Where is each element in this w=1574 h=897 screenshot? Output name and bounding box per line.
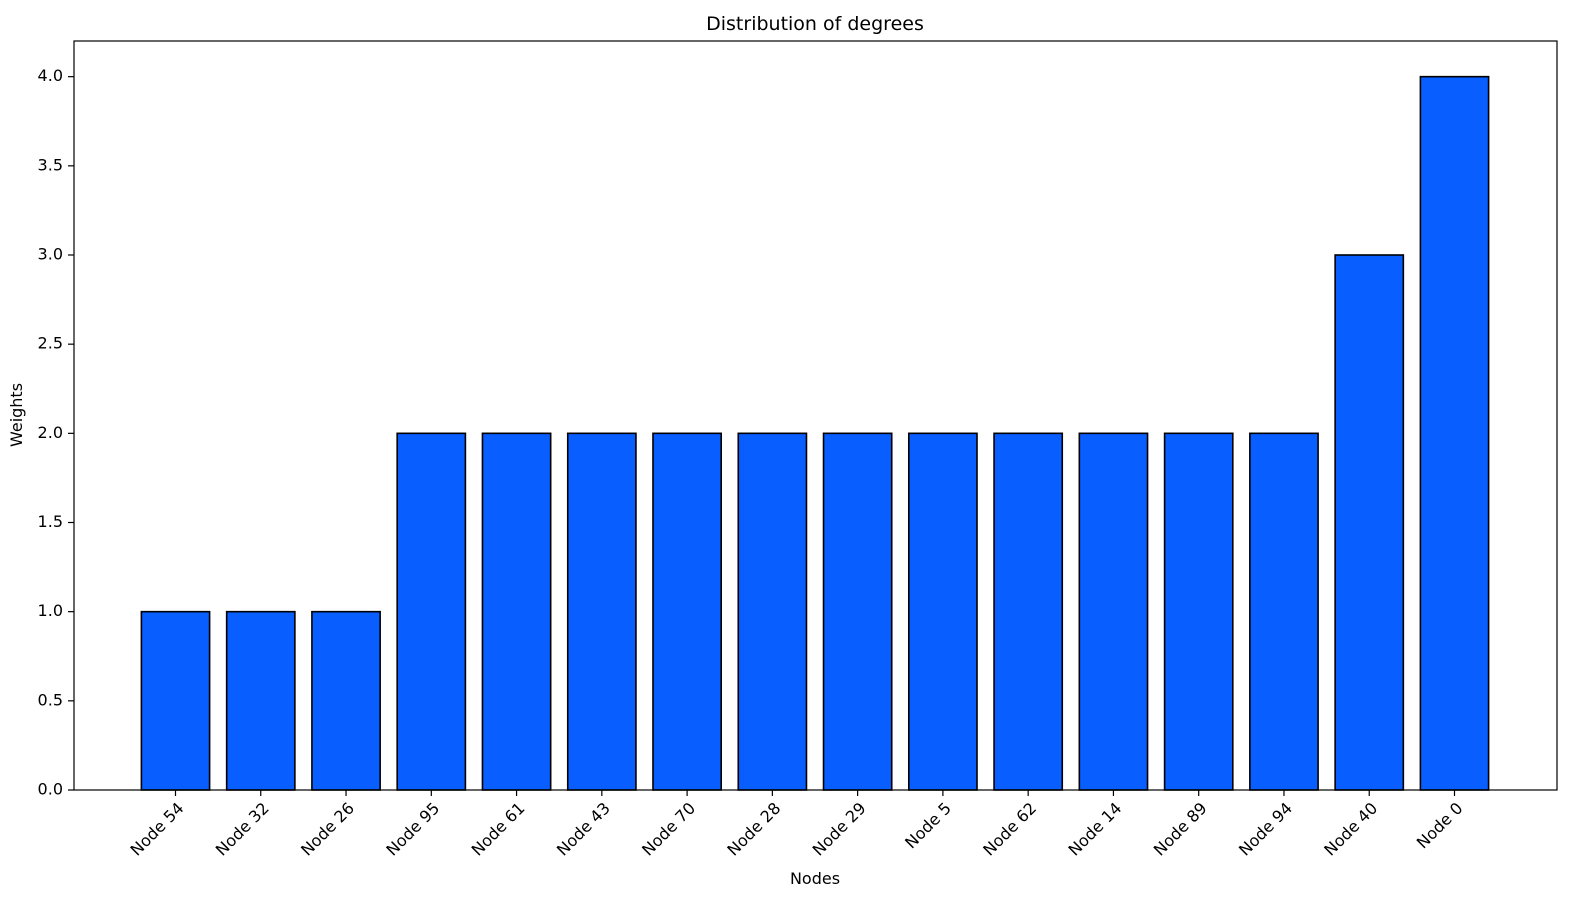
x-tick-label: Node 89 (1150, 799, 1211, 860)
bar-node-70 (652, 432, 722, 791)
y-tick-label: 2.0 (38, 423, 63, 442)
x-tick-label: Node 29 (809, 799, 870, 860)
y-tick-label: 1.0 (38, 601, 63, 620)
x-tick-label: Node 5 (901, 799, 955, 853)
x-tick-label: Node 14 (1064, 799, 1125, 860)
x-tick-label: Node 62 (979, 799, 1040, 860)
x-axis: Node 54 Node 32 Node 26 Node 95 Node 61 Node … (127, 790, 1467, 860)
bar-node-29 (822, 432, 893, 791)
y-tick-label: 3.0 (38, 245, 63, 264)
x-tick-label: Node 0 (1413, 799, 1467, 853)
plot-area-frame (73, 40, 1558, 791)
bar-node-5 (907, 432, 978, 791)
y-tick-label: 2.5 (38, 334, 63, 353)
bar-node-62 (993, 432, 1064, 791)
x-tick-label: Node 70 (638, 799, 699, 860)
bar-node-0 (1419, 75, 1490, 791)
y-tick-label: 3.5 (38, 155, 63, 174)
x-tick-label: Node 43 (553, 799, 614, 860)
bar-node-89 (1163, 432, 1234, 791)
y-tick-label: 0.5 (38, 690, 63, 709)
bar-node-61 (481, 432, 552, 791)
y-axis-label: Weights (7, 383, 26, 447)
y-axis: 0.0 0.5 1.0 1.5 2.0 2.5 3.0 3.5 4.0 (38, 66, 74, 799)
x-tick-label: Node 94 (1235, 799, 1296, 860)
bar-node-40 (1334, 254, 1405, 791)
x-tick-label: Node 61 (468, 799, 529, 860)
chart-title: Distribution of degrees (706, 13, 924, 35)
x-tick-label: Node 26 (297, 799, 358, 860)
bar-node-14 (1078, 432, 1149, 791)
bar-node-43 (566, 432, 637, 791)
y-tick-label: 1.5 (38, 512, 63, 531)
x-tick-label: Node 32 (212, 799, 273, 860)
bar-node-28 (737, 432, 808, 791)
bar-node-32 (225, 610, 296, 791)
bar-node-54 (140, 610, 211, 791)
bar-node-26 (311, 610, 381, 791)
x-axis-label: Nodes (790, 869, 840, 888)
bar-node-94 (1249, 432, 1319, 791)
x-tick-label: Node 95 (382, 799, 443, 860)
y-tick-label: 4.0 (38, 66, 63, 85)
x-tick-label: Node 40 (1320, 799, 1381, 860)
x-tick-label: Node 28 (723, 799, 784, 860)
bar-node-95 (396, 432, 467, 791)
bars-layer (140, 75, 1490, 791)
x-tick-label: Node 54 (127, 799, 188, 860)
y-tick-label: 0.0 (38, 780, 63, 799)
